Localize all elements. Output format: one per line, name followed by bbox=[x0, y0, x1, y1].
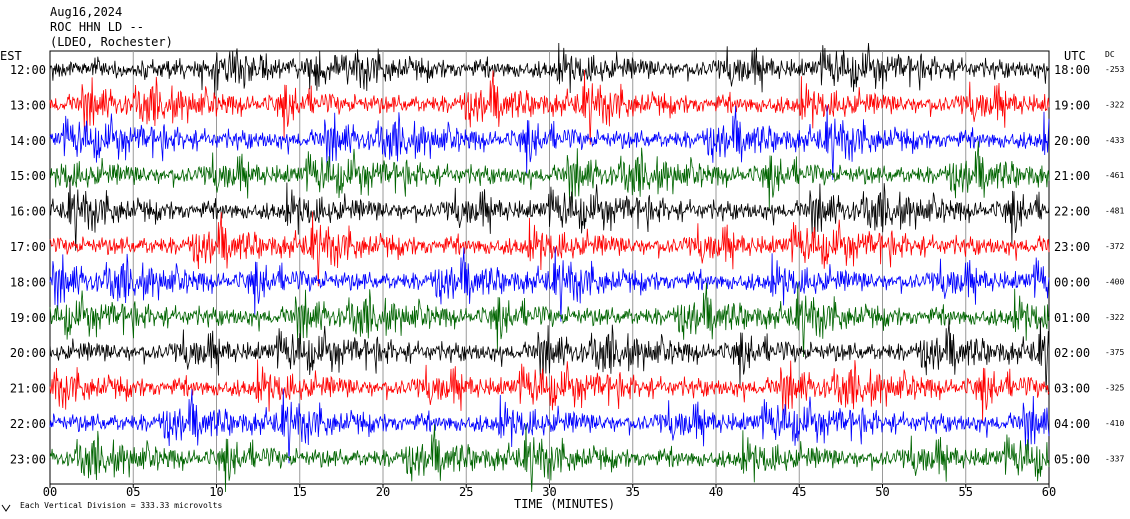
dc-offset-label: -481 bbox=[1105, 207, 1124, 216]
x-tick-label: 25 bbox=[459, 485, 473, 499]
dc-offset-label: -322 bbox=[1105, 100, 1124, 109]
dc-offset-label: -410 bbox=[1105, 419, 1124, 428]
est-hour-label: 19:00 bbox=[10, 311, 46, 325]
title-line-institution: (LDEO, Rochester) bbox=[50, 35, 173, 49]
utc-hour-label: 02:00 bbox=[1054, 346, 1090, 360]
est-hour-label: 12:00 bbox=[10, 63, 46, 77]
x-axis-ticks: 00 05 10 15 20 25 30 35 40 45 50 55 60 bbox=[43, 484, 1056, 499]
x-tick-label: 15 bbox=[293, 485, 307, 499]
dc-offset-label: -337 bbox=[1105, 454, 1124, 463]
trace-row-1400 bbox=[49, 105, 1050, 181]
x-tick-label: 20 bbox=[376, 485, 390, 499]
trace-row-2200 bbox=[49, 388, 1050, 464]
title-line-date: Aug16,2024 bbox=[50, 5, 122, 19]
est-hour-label: 16:00 bbox=[10, 205, 46, 219]
est-hour-label: 20:00 bbox=[10, 346, 46, 360]
row-labels: 12:00 18:00 -253 13:00 19:00 -322 14:00 20:00 -4… bbox=[10, 63, 1125, 466]
dc-offset-label: -400 bbox=[1105, 277, 1124, 286]
utc-hour-label: 01:00 bbox=[1054, 311, 1090, 325]
title-line-station: ROC HHN LD -- bbox=[50, 20, 144, 34]
est-hour-label: 14:00 bbox=[10, 134, 46, 148]
dc-offset-label: -461 bbox=[1105, 171, 1124, 180]
trace-row-1200 bbox=[49, 42, 1050, 96]
x-axis-label: TIME (MINUTES) bbox=[514, 497, 615, 511]
utc-hour-label: 05:00 bbox=[1054, 452, 1090, 466]
utc-hour-label: 04:00 bbox=[1054, 417, 1090, 431]
x-tick-label: 10 bbox=[209, 485, 223, 499]
x-tick-label: 40 bbox=[709, 485, 723, 499]
dc-offset-label: -433 bbox=[1105, 136, 1124, 145]
est-hour-label: 13:00 bbox=[10, 98, 46, 112]
footer-scale-note: Each Vertical Division = 333.33 microvol… bbox=[20, 501, 222, 510]
trace-row-1800 bbox=[49, 246, 1050, 322]
utc-hour-label: 18:00 bbox=[1054, 63, 1090, 77]
est-hour-label: 17:00 bbox=[10, 240, 46, 254]
dc-offset-label: -375 bbox=[1105, 348, 1124, 357]
utc-hour-label: 23:00 bbox=[1054, 240, 1090, 254]
est-hour-label: 21:00 bbox=[10, 382, 46, 396]
utc-hour-label: 22:00 bbox=[1054, 205, 1090, 219]
dc-offset-label: -325 bbox=[1105, 384, 1124, 393]
dc-offset-label: -253 bbox=[1105, 65, 1124, 74]
x-tick-label: 30 bbox=[542, 485, 556, 499]
trace-row-2300 bbox=[49, 423, 1050, 493]
x-tick-label: 35 bbox=[626, 485, 640, 499]
seismic-traces bbox=[49, 42, 1050, 493]
trace-row-1700 bbox=[49, 211, 1050, 287]
est-hour-label: 18:00 bbox=[10, 275, 46, 289]
est-hour-label: 22:00 bbox=[10, 417, 46, 431]
trace-row-2000 bbox=[49, 317, 1050, 393]
grid-lines bbox=[132, 51, 967, 484]
x-tick-label: 05 bbox=[126, 485, 140, 499]
trace-row-2100 bbox=[49, 359, 1050, 423]
est-hour-label: 23:00 bbox=[10, 452, 46, 466]
trace-row-1300 bbox=[49, 69, 1050, 145]
x-tick-label: 60 bbox=[1042, 485, 1056, 499]
trace-row-1900 bbox=[49, 282, 1050, 358]
x-tick-label: 45 bbox=[792, 485, 806, 499]
est-hour-label: 15:00 bbox=[10, 169, 46, 183]
est-axis-label: EST bbox=[0, 49, 22, 63]
trace-row-1600 bbox=[49, 176, 1050, 251]
utc-hour-label: 20:00 bbox=[1054, 134, 1090, 148]
utc-hour-label: 03:00 bbox=[1054, 382, 1090, 396]
x-tick-label: 00 bbox=[43, 485, 57, 499]
dc-offset-label: -372 bbox=[1105, 242, 1124, 251]
ldeo-logo-icon bbox=[1, 504, 11, 512]
utc-hour-label: 21:00 bbox=[1054, 169, 1090, 183]
dc-offset-label: -322 bbox=[1105, 313, 1124, 322]
utc-axis-label: UTC bbox=[1064, 49, 1086, 63]
x-tick-label: 50 bbox=[875, 485, 889, 499]
utc-hour-label: 00:00 bbox=[1054, 275, 1090, 289]
x-tick-label: 55 bbox=[959, 485, 973, 499]
dc-axis-label: DC bbox=[1105, 50, 1115, 59]
utc-hour-label: 19:00 bbox=[1054, 98, 1090, 112]
trace-row-1500 bbox=[49, 141, 1050, 211]
